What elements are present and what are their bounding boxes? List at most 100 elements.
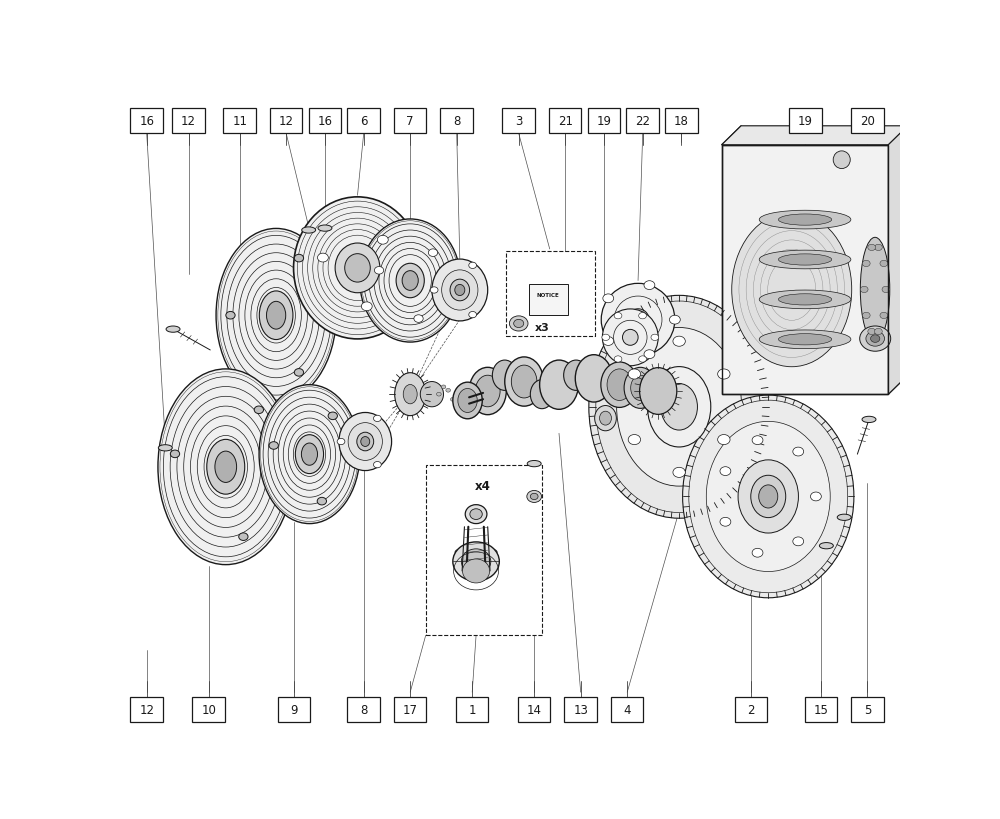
Text: 8: 8 xyxy=(360,704,367,717)
Circle shape xyxy=(875,245,882,251)
Text: 4: 4 xyxy=(623,704,631,717)
Bar xyxy=(426,465,542,636)
Text: 12: 12 xyxy=(139,704,154,717)
Circle shape xyxy=(614,356,622,363)
Ellipse shape xyxy=(233,253,319,378)
Circle shape xyxy=(810,492,821,501)
Ellipse shape xyxy=(259,385,360,524)
Ellipse shape xyxy=(470,509,482,520)
Polygon shape xyxy=(888,127,908,395)
Ellipse shape xyxy=(211,446,241,489)
Ellipse shape xyxy=(530,380,554,410)
Circle shape xyxy=(451,398,455,402)
Ellipse shape xyxy=(759,251,851,269)
Ellipse shape xyxy=(530,494,538,500)
Ellipse shape xyxy=(833,152,850,170)
Circle shape xyxy=(239,533,248,541)
Circle shape xyxy=(317,254,328,263)
Ellipse shape xyxy=(469,368,506,415)
Circle shape xyxy=(880,261,888,267)
Circle shape xyxy=(428,250,438,257)
Circle shape xyxy=(871,336,880,343)
Ellipse shape xyxy=(308,213,407,324)
Circle shape xyxy=(866,332,884,346)
Text: 17: 17 xyxy=(403,704,418,717)
Ellipse shape xyxy=(683,396,854,598)
Text: 9: 9 xyxy=(290,704,298,717)
Ellipse shape xyxy=(335,244,380,293)
FancyBboxPatch shape xyxy=(347,108,380,133)
Circle shape xyxy=(628,435,641,445)
Text: 3: 3 xyxy=(515,115,522,128)
Circle shape xyxy=(673,468,685,477)
Ellipse shape xyxy=(509,316,528,332)
FancyBboxPatch shape xyxy=(130,108,163,133)
FancyBboxPatch shape xyxy=(735,698,767,722)
Circle shape xyxy=(651,335,659,341)
Ellipse shape xyxy=(738,460,798,533)
Ellipse shape xyxy=(345,255,370,283)
Circle shape xyxy=(875,329,882,335)
Ellipse shape xyxy=(455,285,465,296)
Text: x3: x3 xyxy=(535,323,549,333)
Ellipse shape xyxy=(339,413,392,471)
Ellipse shape xyxy=(483,550,497,555)
Circle shape xyxy=(469,391,474,394)
Circle shape xyxy=(469,312,477,319)
Ellipse shape xyxy=(303,207,412,329)
Ellipse shape xyxy=(177,397,275,537)
Ellipse shape xyxy=(396,264,424,298)
Ellipse shape xyxy=(465,505,487,524)
Circle shape xyxy=(868,329,876,335)
FancyBboxPatch shape xyxy=(789,108,822,133)
Text: 19: 19 xyxy=(798,115,813,128)
Circle shape xyxy=(752,549,763,558)
Ellipse shape xyxy=(251,279,301,352)
Ellipse shape xyxy=(461,550,491,574)
Text: 13: 13 xyxy=(573,704,588,717)
Ellipse shape xyxy=(301,443,318,466)
Ellipse shape xyxy=(527,461,541,467)
Circle shape xyxy=(602,335,610,341)
Text: 21: 21 xyxy=(558,115,573,128)
Ellipse shape xyxy=(158,446,172,451)
Text: 10: 10 xyxy=(201,704,216,717)
FancyBboxPatch shape xyxy=(549,108,581,133)
Circle shape xyxy=(720,518,731,527)
Ellipse shape xyxy=(170,387,281,547)
Ellipse shape xyxy=(759,486,778,509)
Ellipse shape xyxy=(403,385,417,405)
Ellipse shape xyxy=(732,213,852,367)
Ellipse shape xyxy=(268,398,351,512)
Ellipse shape xyxy=(323,230,392,307)
Circle shape xyxy=(752,437,763,445)
Circle shape xyxy=(377,236,388,245)
Ellipse shape xyxy=(759,291,851,310)
Ellipse shape xyxy=(759,211,851,229)
Ellipse shape xyxy=(348,423,382,461)
Circle shape xyxy=(718,435,730,445)
Circle shape xyxy=(639,313,646,319)
Ellipse shape xyxy=(595,406,616,432)
Text: 16: 16 xyxy=(317,115,332,128)
Ellipse shape xyxy=(631,376,650,401)
Ellipse shape xyxy=(661,384,697,431)
Ellipse shape xyxy=(227,245,325,387)
Circle shape xyxy=(455,400,460,403)
Circle shape xyxy=(614,313,622,319)
FancyBboxPatch shape xyxy=(611,698,643,722)
Ellipse shape xyxy=(601,363,638,408)
Text: 15: 15 xyxy=(814,704,828,717)
FancyBboxPatch shape xyxy=(394,698,426,722)
Ellipse shape xyxy=(575,355,612,403)
Ellipse shape xyxy=(540,360,578,410)
Ellipse shape xyxy=(357,432,374,451)
Circle shape xyxy=(446,389,450,392)
Circle shape xyxy=(226,312,235,319)
Ellipse shape xyxy=(313,219,402,319)
Ellipse shape xyxy=(283,419,336,491)
Text: 19: 19 xyxy=(596,115,611,128)
Ellipse shape xyxy=(160,373,292,562)
Text: x4: x4 xyxy=(475,480,491,492)
Ellipse shape xyxy=(364,224,457,337)
